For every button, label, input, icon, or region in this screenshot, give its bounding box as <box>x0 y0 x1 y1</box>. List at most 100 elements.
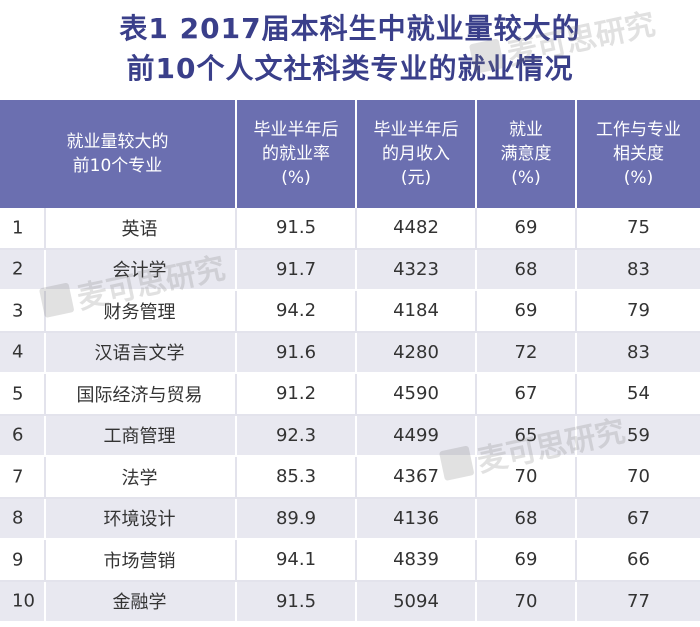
cell-relevance: 70 <box>576 456 700 499</box>
cell-satisfaction: 69 <box>476 290 577 333</box>
cell-satisfaction: 72 <box>476 331 577 374</box>
cell-satisfaction: 65 <box>476 414 577 457</box>
cell-relevance: 83 <box>576 331 700 374</box>
cell-rank: 6 <box>12 424 24 446</box>
header-income: 毕业半年后 的月收入 (元) <box>356 100 477 208</box>
cell-income: 5094 <box>356 580 477 623</box>
cell-income: 4590 <box>356 373 477 416</box>
cell-rank-major: 6 工商管理 <box>0 414 237 457</box>
cell-relevance: 59 <box>576 414 700 457</box>
cell-major: 市场营销 <box>103 550 176 572</box>
cell-satisfaction: 67 <box>476 373 577 416</box>
table-row: 9 市场营销 94.1 4839 69 66 <box>0 539 700 582</box>
cell-rank-major: 1 英语 <box>0 208 237 250</box>
cell-income: 4280 <box>356 331 477 374</box>
cell-relevance: 67 <box>576 497 700 540</box>
rank-divider <box>44 415 46 455</box>
header-satisfaction: 就业 满意度 (%) <box>476 100 577 208</box>
cell-relevance: 66 <box>576 539 700 582</box>
cell-employment-rate: 91.7 <box>236 248 357 291</box>
cell-income: 4367 <box>356 456 477 499</box>
cell-relevance: 79 <box>576 290 700 333</box>
cell-satisfaction: 69 <box>476 208 577 250</box>
cell-rank-major: 8 环境设计 <box>0 497 237 540</box>
cell-major: 汉语言文学 <box>94 343 185 365</box>
title-line-2: 前10个人文社科类专业的就业情况 <box>126 52 574 85</box>
cell-employment-rate: 85.3 <box>236 456 357 499</box>
table-row: 7 法学 85.3 4367 70 70 <box>0 456 700 499</box>
cell-employment-rate: 94.1 <box>236 539 357 582</box>
cell-rank-major: 5 国际经济与贸易 <box>0 373 237 416</box>
rank-divider <box>44 374 46 414</box>
cell-satisfaction: 70 <box>476 580 577 623</box>
cell-rank-major: 9 市场营销 <box>0 539 237 582</box>
table-row: 8 环境设计 89.9 4136 68 67 <box>0 497 700 540</box>
table-row: 2 会计学 91.7 4323 68 83 <box>0 248 700 291</box>
cell-rank: 4 <box>12 341 24 363</box>
table-row: 10 金融学 91.5 5094 70 77 <box>0 580 700 623</box>
cell-rank-major: 3 财务管理 <box>0 290 237 333</box>
cell-rank: 1 <box>12 217 24 239</box>
cell-rank: 2 <box>12 258 24 280</box>
cell-relevance: 77 <box>576 580 700 623</box>
cell-income: 4499 <box>356 414 477 457</box>
cell-major: 工商管理 <box>103 426 176 448</box>
cell-rank: 10 <box>12 590 35 612</box>
cell-satisfaction: 68 <box>476 248 577 291</box>
table-row: 6 工商管理 92.3 4499 65 59 <box>0 414 700 457</box>
title-line-1: 表1 2017届本科生中就业量较大的 <box>119 12 581 45</box>
rank-divider <box>44 498 46 538</box>
cell-rank-major: 7 法学 <box>0 456 237 499</box>
cell-major: 会计学 <box>112 260 167 282</box>
cell-employment-rate: 94.2 <box>236 290 357 333</box>
cell-relevance: 83 <box>576 248 700 291</box>
cell-rank: 8 <box>12 507 24 529</box>
rank-divider <box>44 291 46 331</box>
cell-rank: 5 <box>12 383 24 405</box>
cell-employment-rate: 91.5 <box>236 208 357 250</box>
cell-employment-rate: 89.9 <box>236 497 357 540</box>
employment-table: 就业量较大的 前10个专业 毕业半年后 的就业率 (%) 毕业半年后 的月收入 … <box>0 100 700 623</box>
cell-relevance: 75 <box>576 208 700 250</box>
cell-major: 法学 <box>121 467 158 489</box>
cell-major: 金融学 <box>112 592 167 614</box>
cell-major: 财务管理 <box>103 301 176 323</box>
cell-rank-major: 10 金融学 <box>0 580 237 623</box>
header-relevance: 工作与专业 相关度 (%) <box>576 100 700 208</box>
cell-employment-rate: 92.3 <box>236 414 357 457</box>
cell-satisfaction: 68 <box>476 497 577 540</box>
cell-satisfaction: 70 <box>476 456 577 499</box>
cell-rank: 7 <box>12 466 24 488</box>
table-row: 3 财务管理 94.2 4184 69 79 <box>0 290 700 333</box>
cell-income: 4184 <box>356 290 477 333</box>
cell-employment-rate: 91.2 <box>236 373 357 416</box>
cell-employment-rate: 91.5 <box>236 580 357 623</box>
cell-income: 4136 <box>356 497 477 540</box>
rank-divider <box>44 332 46 372</box>
cell-satisfaction: 69 <box>476 539 577 582</box>
rank-divider <box>44 208 46 248</box>
table-row: 5 国际经济与贸易 91.2 4590 67 54 <box>0 373 700 416</box>
rank-divider <box>44 249 46 289</box>
cell-income: 4839 <box>356 539 477 582</box>
cell-employment-rate: 91.6 <box>236 331 357 374</box>
cell-rank-major: 4 汉语言文学 <box>0 331 237 374</box>
rank-divider <box>44 581 46 621</box>
table-header-row: 就业量较大的 前10个专业 毕业半年后 的就业率 (%) 毕业半年后 的月收入 … <box>0 100 700 208</box>
cell-major: 国际经济与贸易 <box>76 384 203 406</box>
cell-income: 4323 <box>356 248 477 291</box>
cell-income: 4482 <box>356 208 477 250</box>
table-row: 1 英语 91.5 4482 69 75 <box>0 208 700 250</box>
header-major: 就业量较大的 前10个专业 <box>0 100 237 208</box>
table-body: 1 英语 91.5 4482 69 75 2 会计学 91.7 4323 68 83 3 财务管理 94.2… <box>0 208 700 623</box>
cell-relevance: 54 <box>576 373 700 416</box>
rank-divider <box>44 457 46 497</box>
table-row: 4 汉语言文学 91.6 4280 72 83 <box>0 331 700 374</box>
rank-divider <box>44 540 46 580</box>
cell-rank-major: 2 会计学 <box>0 248 237 291</box>
cell-rank: 9 <box>12 549 24 571</box>
cell-major: 英语 <box>121 218 158 240</box>
cell-major: 环境设计 <box>103 509 176 531</box>
table-title: 表1 2017届本科生中就业量较大的 前10个人文社科类专业的就业情况 <box>0 0 700 98</box>
cell-rank: 3 <box>12 300 24 322</box>
